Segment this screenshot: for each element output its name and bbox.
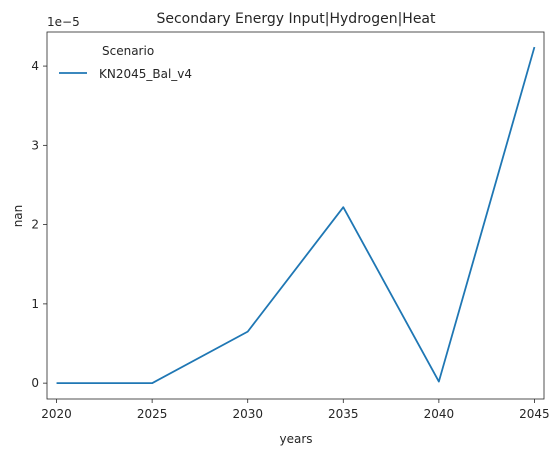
y-tick-label: 1 <box>31 297 39 311</box>
x-tick-label: 2045 <box>519 407 550 421</box>
chart-title: Secondary Energy Input|Hydrogen|Heat <box>156 11 436 27</box>
y-tick-label: 2 <box>31 218 39 232</box>
legend-title: Scenario <box>102 44 154 58</box>
y-tick-label: 4 <box>31 59 39 73</box>
x-tick-label: 2030 <box>232 407 263 421</box>
y-tick-label: 0 <box>31 376 39 390</box>
y-scale-label: 1e−5 <box>47 15 80 29</box>
plot-area: 2020 2025 2030 2035 2040 2045 0 1 2 3 4 <box>31 31 550 421</box>
x-tick-label: 2020 <box>41 407 72 421</box>
legend: Scenario KN2045_Bal_v4 <box>59 44 192 81</box>
series-line-0 <box>56 46 536 385</box>
x-tick-label: 2025 <box>137 407 168 421</box>
series-layer <box>56 46 536 385</box>
plot-frame <box>46 31 545 400</box>
legend-entry-label: KN2045_Bal_v4 <box>99 67 192 81</box>
y-axis-label: nan <box>11 205 25 228</box>
x-axis: 2020 2025 2030 2035 2040 2045 <box>41 399 550 421</box>
y-tick-label: 3 <box>31 138 39 152</box>
y-axis: 0 1 2 3 4 <box>31 59 47 390</box>
x-tick-label: 2040 <box>424 407 455 421</box>
x-axis-label: years <box>279 432 312 446</box>
x-tick-label: 2035 <box>328 407 359 421</box>
